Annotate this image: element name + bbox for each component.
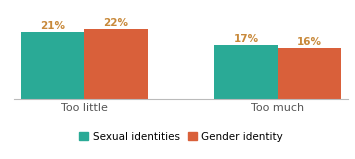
- Bar: [214, 45, 278, 99]
- Text: 22%: 22%: [103, 18, 129, 28]
- Text: 21%: 21%: [40, 21, 65, 31]
- Text: 17%: 17%: [234, 34, 259, 44]
- Bar: [21, 32, 84, 99]
- Legend: Sexual identities, Gender identity: Sexual identities, Gender identity: [75, 128, 287, 146]
- Bar: [278, 48, 341, 99]
- Bar: [84, 29, 148, 99]
- Text: 16%: 16%: [297, 37, 322, 47]
